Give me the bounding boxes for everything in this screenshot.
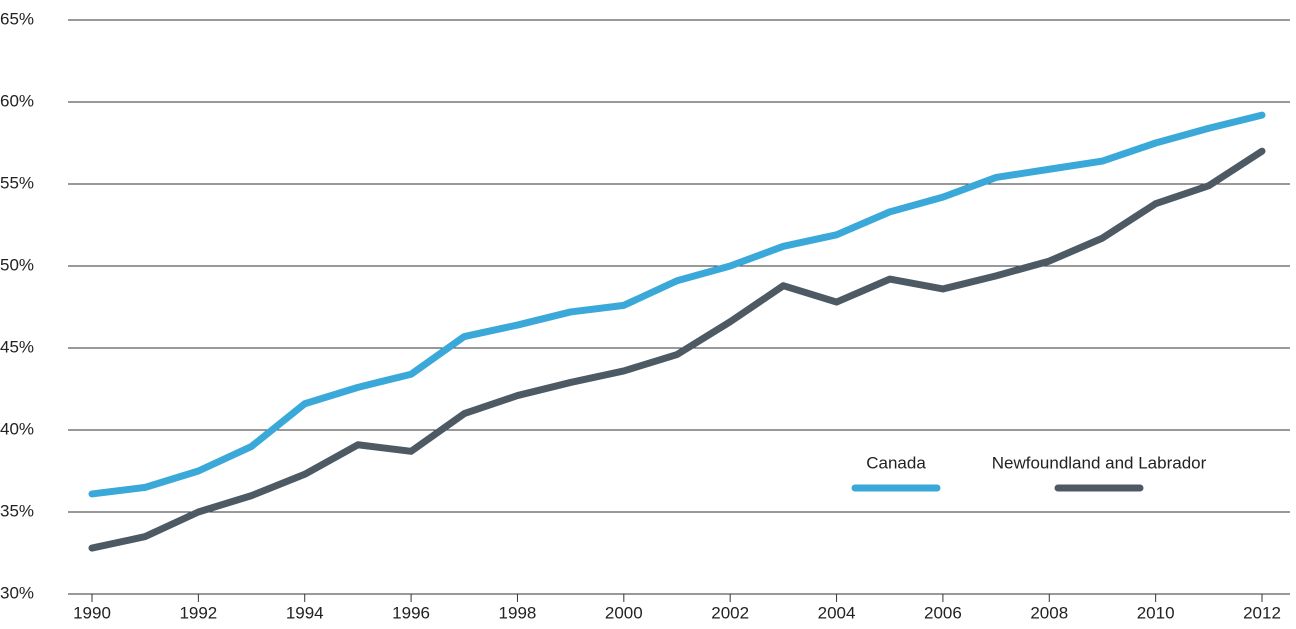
x-tick-label: 2008 <box>1030 603 1068 622</box>
x-tick-label: 2010 <box>1137 603 1175 622</box>
x-tick-label: 2006 <box>924 603 962 622</box>
x-tick-label: 1994 <box>286 603 324 622</box>
series-line <box>88 111 1266 498</box>
y-tick-label: 35% <box>0 501 34 520</box>
y-tick-label: 65% <box>0 9 34 28</box>
x-tick-label: 1990 <box>73 603 111 622</box>
legend-label: Canada <box>866 453 926 472</box>
x-tick-label: 1992 <box>179 603 217 622</box>
x-tick-label: 1996 <box>392 603 430 622</box>
y-tick-label: 45% <box>0 337 34 356</box>
x-tick-label: 2004 <box>818 603 856 622</box>
y-tick-label: 60% <box>0 91 34 110</box>
y-tick-label: 50% <box>0 255 34 274</box>
y-tick-label: 40% <box>0 419 34 438</box>
legend-label: Newfoundland and Labrador <box>992 453 1207 472</box>
series-line <box>88 147 1266 552</box>
x-tick-label: 1998 <box>499 603 537 622</box>
y-tick-label: 30% <box>0 583 34 602</box>
x-tick-label: 2002 <box>711 603 749 622</box>
x-tick-label: 2000 <box>605 603 643 622</box>
y-tick-label: 55% <box>0 173 34 192</box>
x-tick-label: 2012 <box>1243 603 1281 622</box>
